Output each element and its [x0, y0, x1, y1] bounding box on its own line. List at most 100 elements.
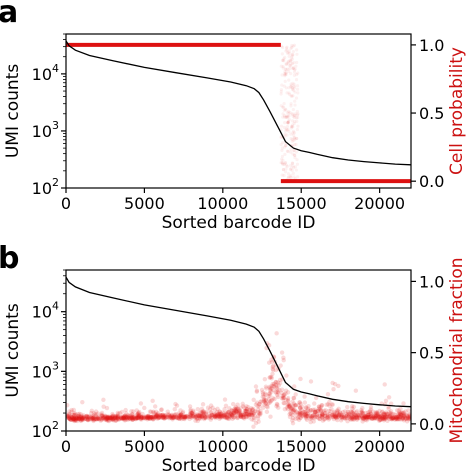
x-tick-label: 10000 [197, 194, 248, 213]
mito-fraction-point [180, 414, 185, 419]
mito-fraction-point [99, 413, 104, 418]
mito-fraction-point [163, 413, 168, 418]
mito-fraction-point [218, 411, 223, 416]
mito-fraction-point [162, 416, 167, 421]
mito-fraction-point [308, 416, 314, 421]
mito-fraction-point [361, 415, 367, 421]
mito-fraction-point [183, 414, 188, 420]
mito-fraction-point [337, 411, 342, 417]
mito-fraction-point [90, 415, 96, 420]
mito-fraction-point [139, 414, 144, 420]
mito-fraction-point [160, 412, 165, 418]
mito-fraction-point [104, 416, 110, 422]
mito-fraction-point [229, 412, 234, 418]
mito-fraction-point [355, 412, 361, 418]
cell-probability-point [292, 43, 297, 47]
mito-fraction-point [242, 405, 247, 410]
mito-fraction-point [131, 414, 136, 419]
mito-fraction-point [366, 414, 371, 420]
mito-fraction-point [395, 414, 401, 420]
mito-fraction-point [178, 413, 183, 419]
cell-probability-point [291, 133, 296, 137]
mito-fraction-point [397, 414, 402, 419]
mito-fraction-point [405, 413, 410, 418]
cell-probability-point [284, 49, 288, 53]
mito-fraction-point [279, 395, 285, 401]
mito-fraction-point [394, 416, 399, 421]
mito-fraction-point [96, 417, 102, 422]
mito-fraction-point [146, 414, 151, 419]
cell-probability-point [291, 129, 296, 133]
mito-fraction-point [190, 413, 196, 419]
cell-probability-point [286, 120, 290, 125]
mito-fraction-point [135, 415, 140, 421]
cell-probability-point [284, 163, 288, 167]
mito-fraction-point [290, 420, 296, 426]
panel-a: a 0 5000 10000 15000 200001021031040.00.51.0… [0, 0, 467, 233]
mito-fraction-point [234, 406, 240, 412]
mito-fraction-point [325, 402, 331, 407]
mito-fraction-point [325, 412, 330, 417]
mito-fraction-point [368, 415, 373, 421]
mito-fraction-point [193, 418, 198, 423]
mito-fraction-point [397, 412, 403, 418]
mito-fraction-point [352, 415, 358, 421]
mito-fraction-point [379, 414, 385, 419]
mito-fraction-point [337, 412, 342, 418]
mito-fraction-point [216, 413, 222, 419]
mito-fraction-point [355, 416, 360, 421]
cell-probability-point [294, 116, 299, 120]
mito-fraction-point [74, 416, 79, 421]
mito-fraction-point [327, 403, 332, 408]
mito-fraction-point [119, 409, 125, 415]
mito-fraction-point [116, 411, 121, 417]
mito-fraction-point [197, 415, 203, 421]
cell-probability-point [283, 132, 287, 136]
x-tick-label: 20000 [354, 194, 405, 213]
mito-fraction-point [278, 363, 283, 368]
mito-fraction-point [381, 411, 387, 416]
mito-fraction-point [379, 416, 384, 421]
cell-probability-point [281, 158, 285, 162]
mito-fraction-point [91, 413, 96, 418]
mito-fraction-point [144, 414, 149, 419]
mito-fraction-point [234, 408, 239, 414]
mito-fraction-point [304, 413, 310, 419]
mito-fraction-point [121, 416, 127, 421]
cell-probability-point [286, 109, 291, 114]
mito-fraction-point [77, 411, 82, 417]
mito-fraction-point [256, 402, 262, 407]
cell-probability-point [280, 146, 284, 150]
mito-fraction-point [165, 409, 170, 414]
cell-probability-point [288, 178, 292, 183]
x-axis-label-b: Sorted barcode ID [162, 456, 316, 474]
mito-fraction-point [356, 413, 362, 418]
cell-probability-point [287, 69, 291, 74]
mito-fraction-point [217, 409, 222, 414]
mito-fraction-point [201, 413, 207, 419]
mito-fraction-point [331, 414, 336, 420]
mito-fraction-point [279, 390, 284, 396]
cell-probability-point [286, 172, 291, 176]
mito-fraction-point [197, 410, 203, 415]
cell-probability-point [284, 86, 288, 90]
mito-fraction-point [208, 403, 214, 408]
mito-fraction-point [76, 416, 81, 421]
mito-fraction-point [327, 416, 332, 421]
mito-fraction-point [257, 404, 262, 409]
mito-fraction-point [290, 407, 295, 412]
mito-fraction-point [232, 414, 238, 419]
mito-fraction-point [86, 414, 91, 419]
mito-fraction-point [95, 415, 100, 421]
panel-b: b 0 5000 10000 15000 200001021031040.00.51.0… [0, 241, 467, 474]
mito-fraction-point [154, 416, 160, 421]
mito-fraction-point [390, 411, 395, 417]
cell-probability-point [291, 114, 295, 118]
cell-probability-point [292, 153, 297, 157]
mito-fraction-point [290, 406, 295, 411]
mito-fraction-point [162, 413, 168, 418]
mito-fraction-point [175, 416, 180, 421]
mito-fraction-point [379, 414, 384, 419]
mito-fraction-point [125, 414, 131, 420]
mito-fraction-point [285, 397, 291, 402]
